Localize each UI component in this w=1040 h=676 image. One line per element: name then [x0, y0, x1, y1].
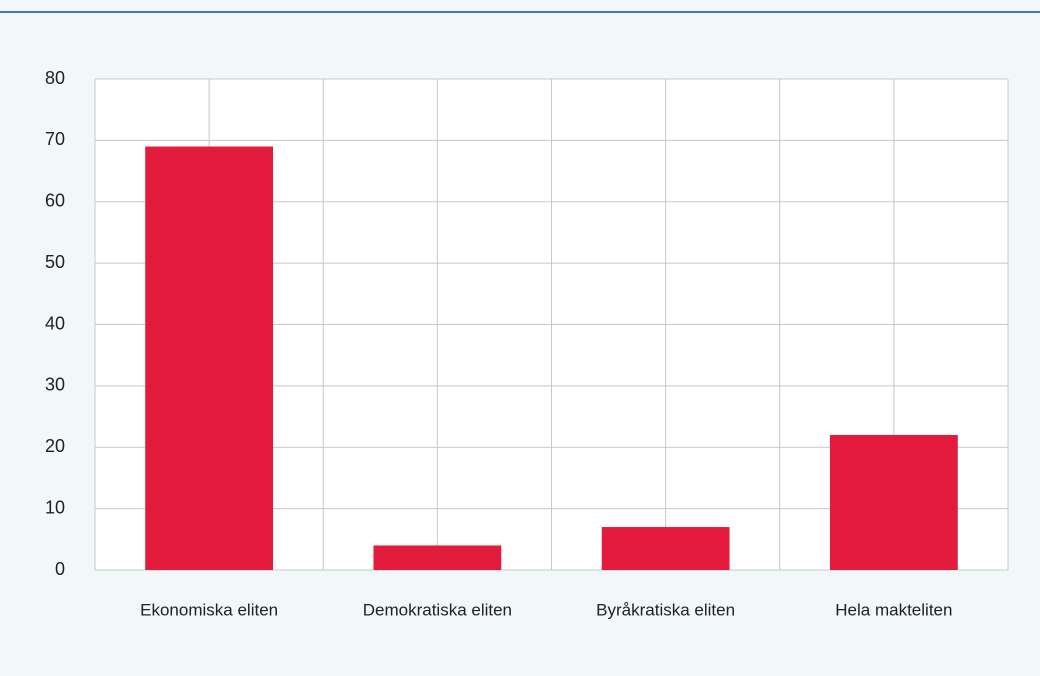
- y-tick-label: 0: [55, 559, 65, 579]
- x-tick-label: Hela makteliten: [835, 600, 952, 619]
- bar: [829, 434, 958, 570]
- x-tick-label: Ekonomiska eliten: [140, 600, 278, 619]
- bar: [601, 527, 730, 570]
- bar: [373, 545, 502, 570]
- x-tick-label: Byråkratiska eliten: [596, 600, 735, 619]
- y-tick-label: 10: [45, 497, 65, 517]
- y-tick-label: 80: [45, 68, 65, 88]
- y-tick-label: 20: [45, 436, 65, 456]
- y-tick-label: 50: [45, 252, 65, 272]
- top-rule: [0, 11, 1040, 13]
- bar: [145, 146, 274, 570]
- x-tick-label: Demokratiska eliten: [363, 600, 512, 619]
- y-tick-label: 40: [45, 313, 65, 333]
- y-tick-label: 60: [45, 191, 65, 211]
- y-tick-label: 70: [45, 129, 65, 149]
- y-tick-label: 30: [45, 375, 65, 395]
